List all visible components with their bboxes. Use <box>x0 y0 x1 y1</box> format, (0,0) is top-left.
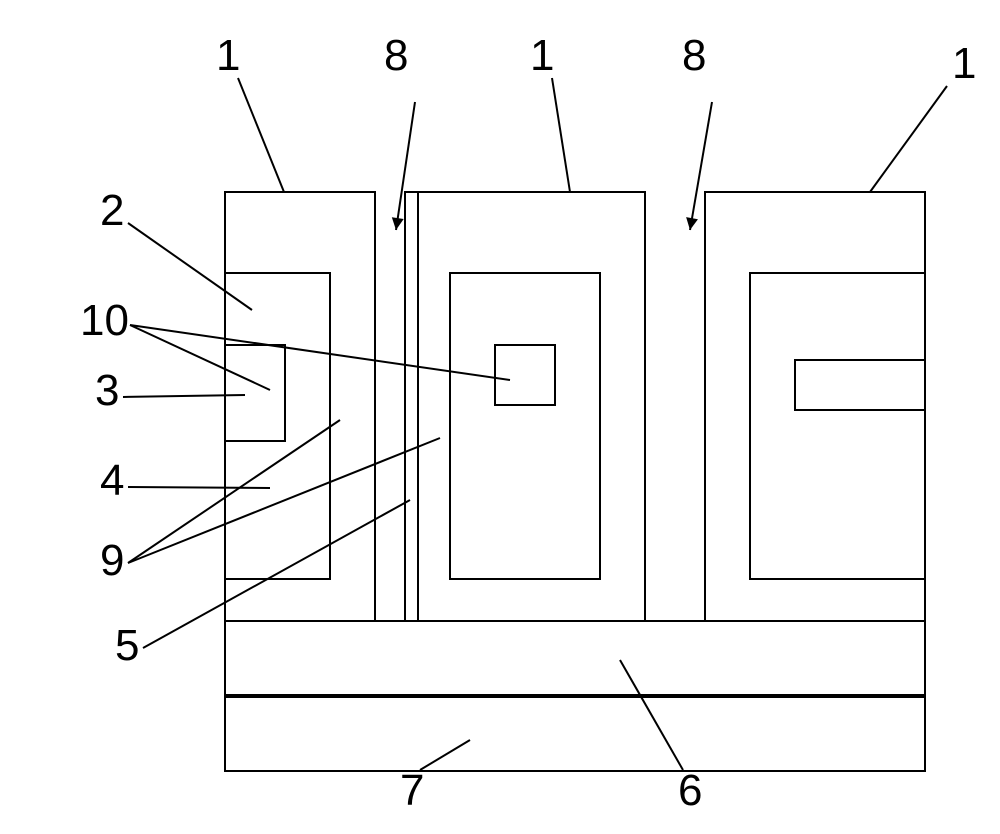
diagram-label: 4 <box>100 456 124 505</box>
diagram-label: 1 <box>530 31 554 80</box>
cross-section-diagram: 1 8 1 8 1 2 10 3 4 9 5 7 6 <box>0 0 1000 834</box>
diagram-label: 8 <box>384 31 408 80</box>
diagram-label: 7 <box>400 766 424 815</box>
diagram-label: 1 <box>952 39 976 88</box>
diagram-label: 3 <box>95 366 119 415</box>
diagram-label: 5 <box>115 621 139 670</box>
diagram-label: 1 <box>216 31 240 80</box>
diagram-label: 8 <box>682 31 706 80</box>
diagram-label: 6 <box>678 766 702 815</box>
diagram-label: 10 <box>80 296 129 345</box>
diagram-label: 9 <box>100 536 124 585</box>
diagram-label: 2 <box>100 186 124 235</box>
